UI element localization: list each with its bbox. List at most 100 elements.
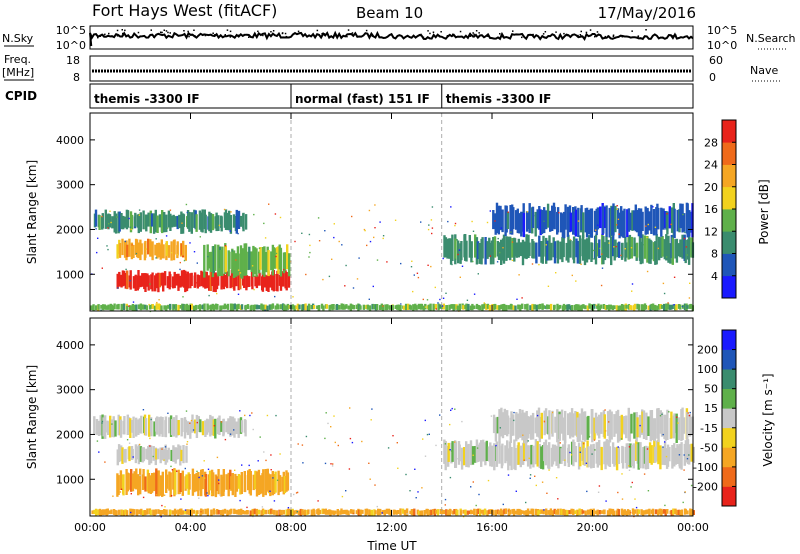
echo-cell bbox=[160, 305, 163, 311]
echo-cell bbox=[511, 509, 514, 514]
echo-cell bbox=[345, 509, 348, 515]
echo-cell bbox=[648, 211, 651, 231]
echo-cell bbox=[302, 304, 305, 311]
echo-speckle bbox=[370, 419, 372, 421]
echo-speckle bbox=[415, 497, 417, 499]
echo-cell bbox=[202, 271, 205, 288]
echo-cell bbox=[590, 304, 593, 311]
echo-cell bbox=[475, 303, 479, 310]
echo-cell bbox=[214, 272, 217, 293]
echo-speckle bbox=[165, 235, 168, 237]
echo-speckle bbox=[327, 422, 329, 425]
echo-cell bbox=[512, 508, 516, 516]
echo-speckle bbox=[196, 421, 198, 424]
echo-cell bbox=[663, 239, 666, 260]
echo-cell bbox=[606, 411, 610, 436]
echo-cell bbox=[237, 210, 241, 229]
echo-cell bbox=[159, 447, 162, 464]
echo-cell bbox=[244, 243, 248, 276]
echo-cell bbox=[177, 420, 180, 436]
echo-cell bbox=[274, 305, 277, 310]
y-tick-label: 4000 bbox=[56, 134, 84, 147]
echo-speckle bbox=[275, 255, 277, 258]
echo-cell bbox=[131, 448, 134, 460]
echo-cell bbox=[488, 509, 491, 515]
echo-cell bbox=[246, 510, 249, 515]
echo-speckle bbox=[328, 275, 331, 278]
echo-cell bbox=[608, 409, 612, 443]
echo-cell bbox=[567, 240, 571, 257]
echo-cell bbox=[124, 272, 127, 289]
echo-cell bbox=[229, 215, 233, 234]
echo-speckle bbox=[654, 226, 657, 228]
echo-cell bbox=[500, 304, 503, 310]
echo-cell bbox=[448, 304, 451, 310]
echo-cell bbox=[500, 407, 503, 437]
echo-cell bbox=[163, 305, 166, 310]
echo-speckle bbox=[207, 468, 210, 470]
echo-cell bbox=[679, 304, 682, 310]
nsearch-point bbox=[99, 35, 102, 37]
echo-speckle bbox=[427, 228, 430, 231]
echo-cell bbox=[569, 212, 573, 232]
echo-speckle bbox=[341, 244, 343, 246]
echo-speckle bbox=[164, 446, 167, 448]
echo-cell bbox=[254, 276, 257, 287]
echo-speckle bbox=[599, 255, 602, 258]
echo-speckle bbox=[558, 212, 560, 214]
echo-speckle bbox=[394, 219, 397, 221]
echo-cell bbox=[271, 303, 275, 309]
echo-cell bbox=[214, 418, 217, 439]
echo-speckle bbox=[634, 498, 636, 500]
echo-cell bbox=[433, 305, 436, 309]
nsearch-point bbox=[116, 35, 119, 37]
echo-cell bbox=[254, 304, 257, 310]
y-tick-label: 2000 bbox=[56, 223, 84, 236]
echo-cell bbox=[527, 212, 530, 229]
echo-speckle bbox=[397, 467, 399, 469]
echo-cell bbox=[593, 210, 597, 233]
echo-cell bbox=[149, 445, 153, 464]
echo-cell bbox=[97, 304, 100, 310]
echo-cell bbox=[642, 304, 645, 311]
echo-cell bbox=[443, 439, 446, 464]
echo-cell bbox=[343, 509, 346, 515]
echo-speckle bbox=[330, 463, 332, 465]
echo-cell bbox=[111, 305, 115, 311]
echo-cell bbox=[686, 203, 689, 238]
echo-cell bbox=[226, 303, 230, 310]
echo-cell bbox=[556, 508, 560, 515]
echo-cell bbox=[490, 445, 494, 467]
nsearch-point bbox=[528, 34, 530, 36]
echo-speckle bbox=[472, 481, 474, 483]
echo-cell bbox=[378, 305, 382, 310]
echo-speckle bbox=[536, 414, 539, 417]
echo-speckle bbox=[379, 221, 381, 223]
echo-cell bbox=[540, 412, 543, 439]
echo-cell bbox=[613, 414, 616, 437]
echo-cell bbox=[172, 304, 175, 311]
echo-cell bbox=[574, 411, 577, 436]
echo-cell bbox=[385, 508, 389, 514]
echo-speckle bbox=[305, 273, 307, 276]
echo-cell bbox=[551, 510, 555, 516]
echo-cell bbox=[368, 509, 371, 516]
echo-cell bbox=[317, 508, 320, 516]
echo-speckle bbox=[411, 260, 413, 262]
echo-speckle bbox=[639, 424, 641, 427]
echo-cell bbox=[524, 304, 527, 310]
echo-cell bbox=[490, 240, 494, 258]
echo-cell bbox=[526, 445, 530, 467]
echo-cell bbox=[503, 508, 506, 515]
echo-cell bbox=[220, 474, 223, 497]
echo-cell bbox=[663, 441, 667, 466]
echo-speckle bbox=[631, 290, 633, 292]
echo-cell bbox=[395, 510, 398, 515]
echo-speckle bbox=[386, 261, 388, 263]
echo-cell bbox=[637, 509, 641, 514]
echo-speckle bbox=[690, 484, 693, 487]
echo-speckle bbox=[454, 222, 457, 225]
echo-speckle bbox=[628, 469, 631, 471]
nsearch-point bbox=[226, 29, 229, 31]
echo-cell bbox=[285, 470, 288, 492]
